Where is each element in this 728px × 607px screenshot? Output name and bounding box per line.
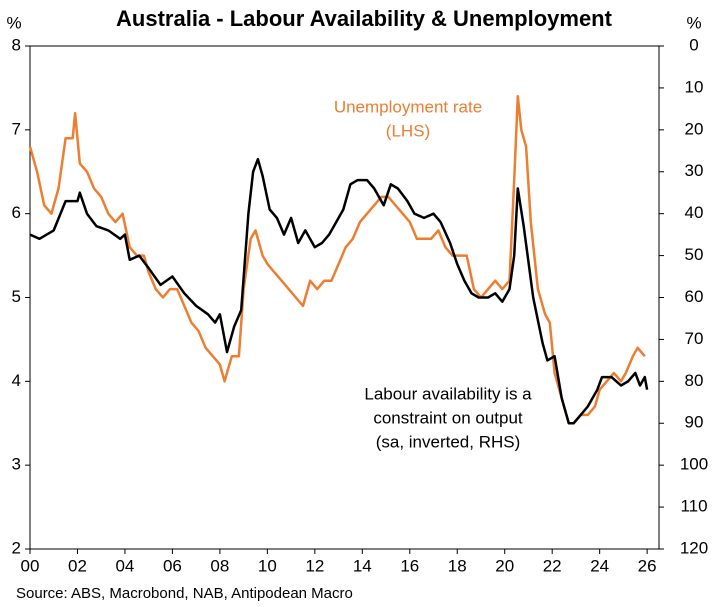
y-tick-label: 6 — [12, 203, 21, 222]
y2-tick-label: 0 — [689, 35, 698, 54]
data-line — [29, 157, 649, 425]
y-tick-label: 7 — [12, 119, 21, 138]
y2-axis-label: % — [686, 13, 701, 32]
chart-title: Australia - Labour Availability & Unempl… — [116, 6, 613, 31]
y-tick-label: 8 — [12, 35, 21, 54]
y2-tick-label: 100 — [680, 455, 708, 474]
annotation: (LHS) — [386, 121, 430, 140]
annotation: Unemployment rate — [334, 97, 482, 116]
x-tick-label: 08 — [210, 556, 229, 575]
y2-tick-label: 120 — [680, 538, 708, 557]
x-tick-label: 20 — [495, 556, 514, 575]
annotation: constraint on output — [373, 408, 523, 427]
x-tick-label: 16 — [400, 556, 419, 575]
data-line — [28, 95, 646, 425]
plot-frame — [29, 45, 660, 550]
y2-tick-label: 70 — [685, 329, 704, 348]
y-tick-label: 2 — [12, 538, 21, 557]
y2-tick-label: 20 — [685, 119, 704, 138]
y-tick-label: 4 — [12, 371, 21, 390]
y2-tick-label: 110 — [680, 497, 707, 516]
annotation: (sa, inverted, RHS) — [376, 432, 521, 451]
y2-tick-label: 60 — [685, 287, 704, 306]
y2-tick-label: 10 — [685, 77, 704, 96]
y-axis-label: % — [6, 13, 21, 32]
source-note: Source: ABS, Macrobond, NAB, Antipodean … — [16, 585, 353, 602]
x-tick-label: 06 — [163, 556, 182, 575]
x-tick-label: 22 — [543, 556, 562, 575]
y2-tick-label: 40 — [685, 203, 704, 222]
x-tick-label: 14 — [353, 556, 372, 575]
x-tick-label: 10 — [258, 556, 277, 575]
x-tick-label: 04 — [115, 556, 134, 575]
y2-tick-label: 80 — [685, 371, 704, 390]
x-tick-label: 00 — [21, 556, 40, 575]
y2-tick-label: 90 — [685, 413, 704, 432]
y2-tick-label: 30 — [685, 161, 704, 180]
x-tick-label: 18 — [448, 556, 467, 575]
x-tick-label: 12 — [305, 556, 324, 575]
annotation: Labour availability is a — [364, 384, 532, 403]
y-tick-label: 5 — [12, 287, 21, 306]
x-tick-label: 24 — [590, 556, 609, 575]
y-tick-label: 3 — [12, 455, 21, 474]
x-tick-label: 02 — [68, 556, 87, 575]
y2-tick-label: 50 — [685, 245, 704, 264]
x-tick-label: 26 — [638, 556, 657, 575]
